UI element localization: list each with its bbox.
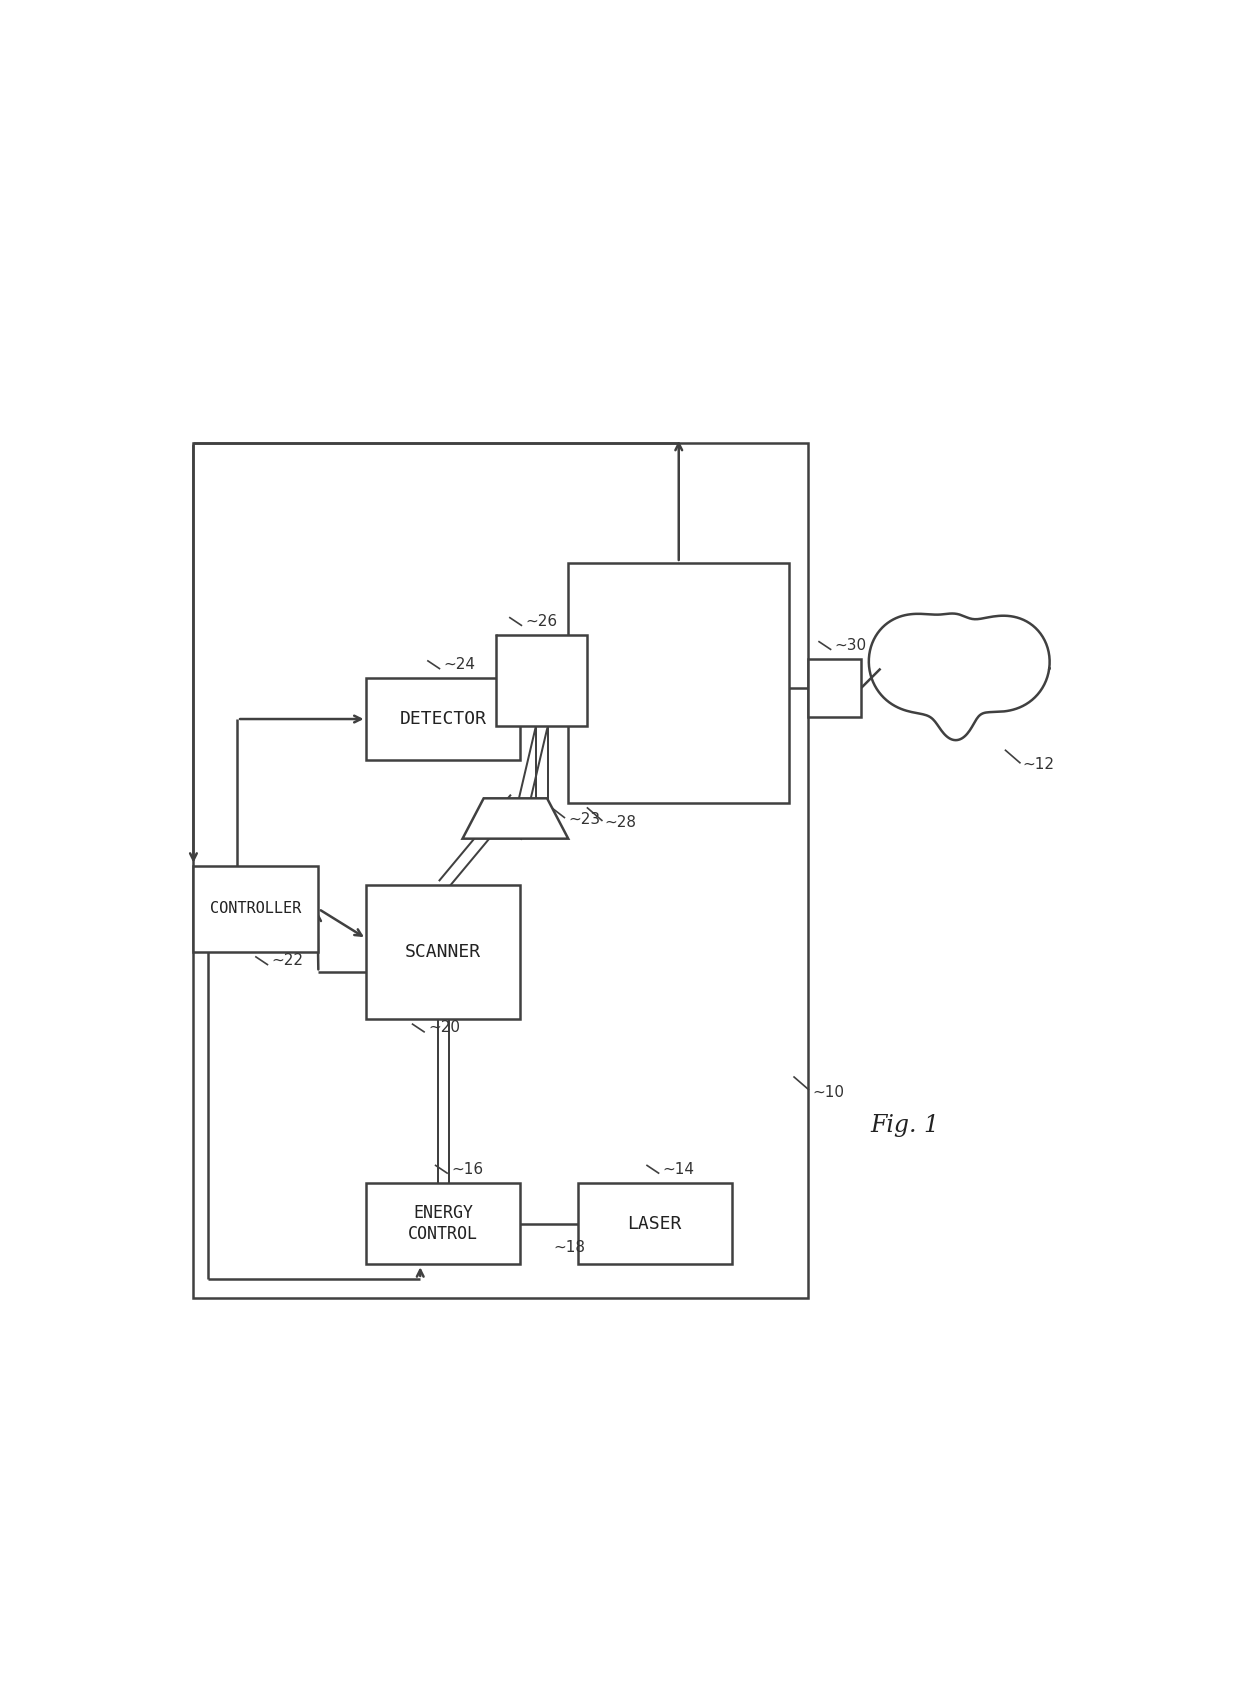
Text: ~30: ~30 — [835, 637, 867, 653]
Bar — [367, 678, 521, 759]
Bar — [367, 885, 521, 1019]
Polygon shape — [463, 798, 568, 839]
Text: SCANNER: SCANNER — [405, 942, 481, 961]
Text: ~28: ~28 — [605, 815, 637, 831]
Bar — [193, 866, 319, 953]
Text: ~10: ~10 — [812, 1085, 844, 1100]
Text: LASER: LASER — [627, 1215, 682, 1232]
Bar — [496, 636, 588, 725]
Text: ~20: ~20 — [428, 1020, 460, 1036]
Bar — [367, 1183, 521, 1264]
Bar — [193, 442, 808, 1298]
Bar — [568, 563, 789, 803]
Text: ~24: ~24 — [444, 658, 475, 673]
Text: CONTROLLER: CONTROLLER — [211, 902, 301, 917]
Text: ~22: ~22 — [272, 953, 304, 968]
Bar — [808, 659, 862, 717]
Text: ~12: ~12 — [1023, 758, 1055, 773]
Text: ~18: ~18 — [554, 1241, 585, 1254]
Text: ~26: ~26 — [526, 614, 557, 629]
Text: ~14: ~14 — [662, 1161, 694, 1176]
Text: ~23: ~23 — [568, 812, 600, 827]
Text: DETECTOR: DETECTOR — [399, 710, 487, 729]
Bar — [578, 1183, 732, 1264]
Text: Fig. 1: Fig. 1 — [870, 1114, 939, 1137]
Text: ~16: ~16 — [451, 1161, 484, 1176]
Text: ENERGY
CONTROL: ENERGY CONTROL — [408, 1203, 479, 1242]
